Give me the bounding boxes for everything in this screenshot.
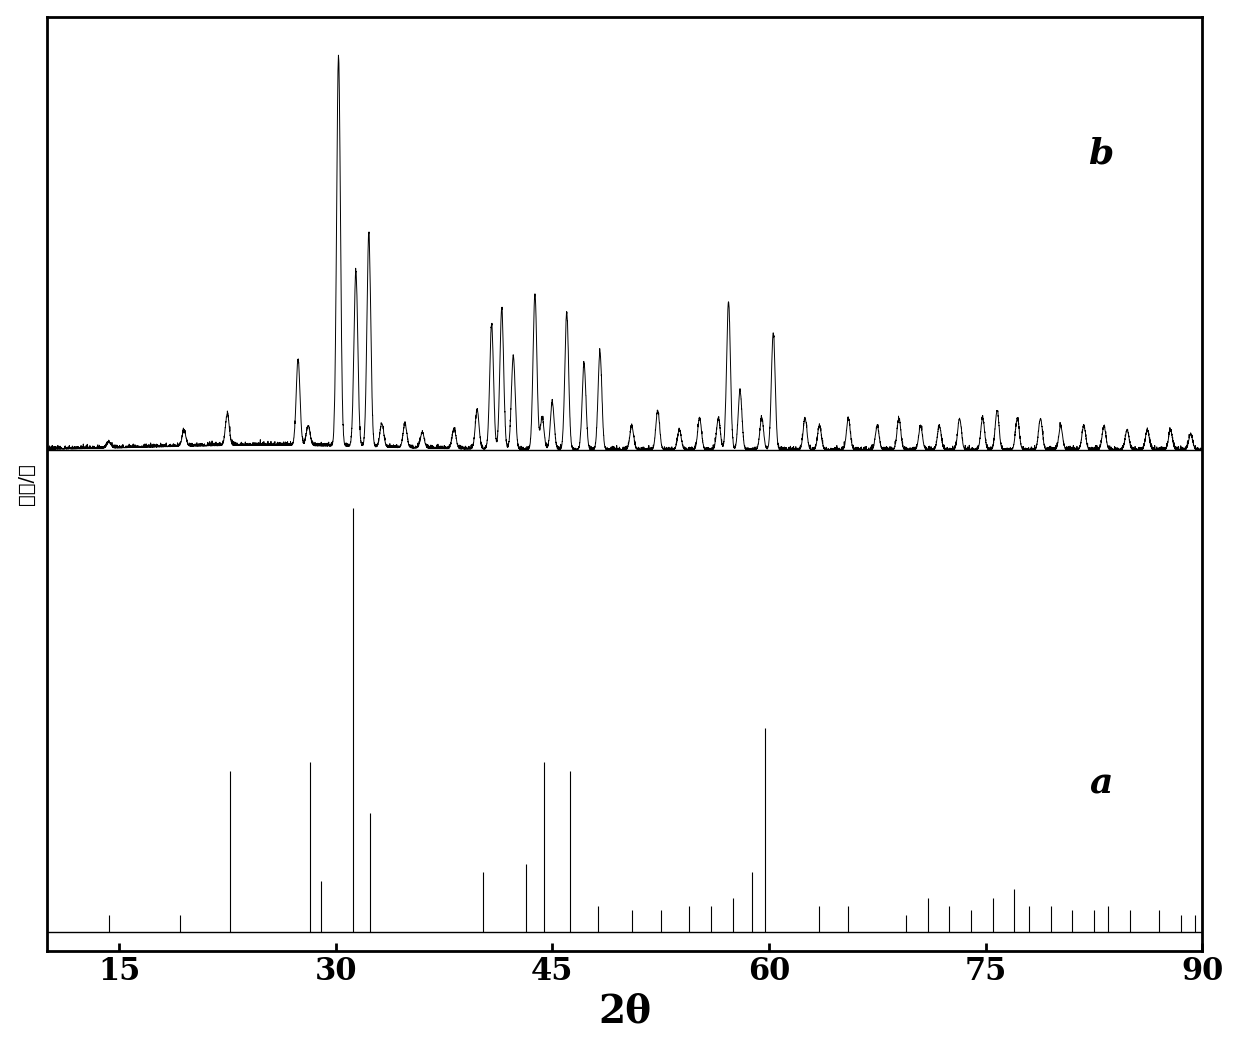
Y-axis label: 强度/求: 强度/求 xyxy=(16,463,36,505)
Text: b: b xyxy=(1089,137,1114,171)
Text: a: a xyxy=(1090,766,1112,800)
X-axis label: 2θ: 2θ xyxy=(598,993,651,1030)
